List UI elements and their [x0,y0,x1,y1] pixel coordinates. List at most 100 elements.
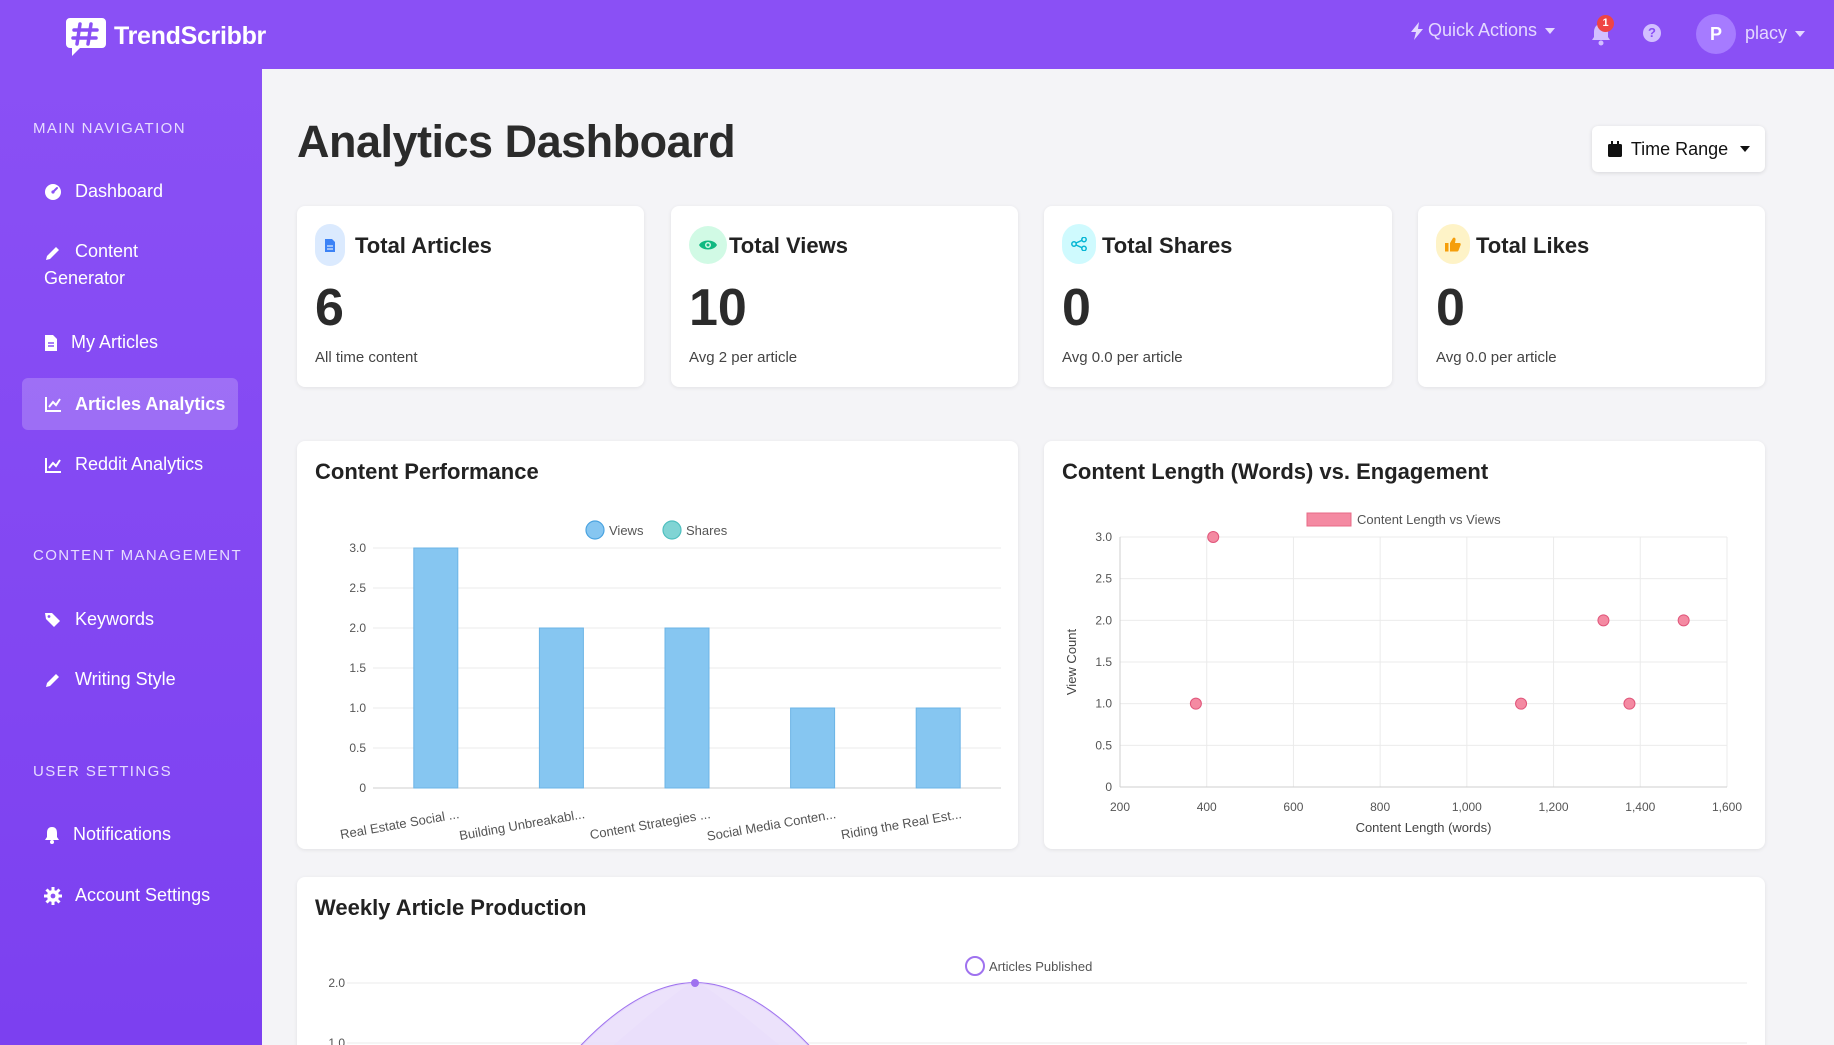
bar-views [790,707,836,789]
y-tick-label: 1.5 [349,661,366,675]
bell-icon [45,827,59,844]
section-title-content-management: CONTENT MANAGEMENT [33,547,243,564]
bar-views [538,627,584,789]
y-tick-label: 0.5 [1095,738,1112,752]
sidebar-item-label: Dashboard [75,181,164,201]
sidebar-item-articles-analytics[interactable]: Articles Analytics [22,378,238,430]
sidebar-item-account-settings[interactable]: Account Settings [22,885,238,906]
top-bar: TrendScribbr Quick Actions 1 ? P placy [0,0,1834,69]
y-tick-label: 2.5 [1095,572,1112,586]
y-tick-label: 0.5 [349,741,366,755]
legend-label-views: Views [609,523,644,538]
sidebar-item-notifications[interactable]: Notifications [22,824,238,845]
x-tick-label: 1,000 [1452,800,1482,814]
stat-subtext: Avg 0.0 per article [1062,349,1183,366]
tags-icon [45,613,60,627]
x-tick-label: 200 [1110,800,1130,814]
y-tick-label: 1.0 [349,701,366,715]
page-title: Analytics Dashboard [297,116,736,167]
legend-swatch [1306,512,1352,527]
bolt-icon [1411,21,1423,40]
y-tick-label: 3.0 [349,541,366,555]
content-length-engagement-card: Content Length (Words) vs. Engagement Co… [1044,441,1765,849]
y-tick-label: 3.0 [1095,530,1112,544]
bar-views [664,627,710,789]
sidebar-item-dashboard[interactable]: Dashboard [22,181,238,202]
time-range-dropdown[interactable]: Time Range [1592,126,1765,172]
stat-icon-wrapper [1062,224,1096,264]
stat-card-total-views: Total Views 10 Avg 2 per article [671,206,1018,387]
share-icon [1071,237,1087,251]
sidebar-item-label: My Articles [71,332,159,352]
y-axis-label: View Count [1064,628,1079,695]
weekly-production-chart: Articles Published 2.0 1.0 [328,956,1747,1045]
stat-subtext: Avg 2 per article [689,349,798,366]
sidebar-item-label: Reddit Analytics [75,454,204,474]
stat-value: 6 [315,279,344,337]
stat-label: Total Shares [1102,233,1233,258]
dashboard-icon [45,184,61,200]
chart-line-icon [45,397,61,412]
stat-icon-wrapper [1436,224,1470,264]
eye-icon [699,240,717,250]
gear-icon [44,887,62,905]
x-tick-label: 400 [1197,800,1217,814]
username: placy [1745,23,1788,43]
help-icon[interactable]: ? [1643,24,1661,42]
bar-views [915,707,961,789]
sidebar-item-keywords[interactable]: Keywords [22,609,238,630]
notification-badge: 1 [1597,15,1614,32]
document-icon [325,238,335,252]
document-icon [45,335,57,351]
quick-actions-dropdown[interactable]: Quick Actions [1410,20,1556,41]
calendar-icon [1607,140,1622,157]
sidebar-item-label-line2: Generator [44,268,126,288]
user-menu[interactable]: placy [1745,23,1806,44]
y-tick-label: 2.0 [349,621,366,635]
content-performance-card: Content Performance Views Shares 0 0.5 1.0 1.… [297,441,1018,849]
legend-label: Content Length vs Views [1357,512,1501,527]
legend-swatch-shares [662,520,682,540]
y-tick-label: 1.0 [1095,697,1112,711]
sidebar-item-writing-style[interactable]: Writing Style [22,669,238,690]
sidebar-item-label: Articles Analytics [75,393,226,414]
x-axis-label: Content Length (words) [1356,820,1492,835]
pencil-icon [46,674,59,687]
y-tick-label: 1.0 [328,1036,345,1045]
bar-views [413,547,459,789]
x-tick-label: Riding the Real Est... [840,806,963,842]
pencil-icon [46,247,59,260]
y-tick-label: 2.0 [328,976,345,990]
section-title-user-settings: USER SETTINGS [33,763,173,780]
app-logo[interactable]: TrendScribbr [64,14,266,58]
content-performance-chart: Views Shares 0 0.5 1.0 1.5 2.0 2.5 3.0 Real Estat… [339,520,1001,844]
stat-value: 10 [689,279,747,337]
legend-label-shares: Shares [686,523,728,538]
chart-title: Weekly Article Production [315,895,587,920]
thumbs-up-icon [1445,237,1461,251]
x-tick-label: Real Estate Social ... [339,806,460,842]
x-tick-label: 1,200 [1539,800,1569,814]
stat-label: Total Articles [355,233,492,258]
avatar[interactable]: P [1696,14,1736,54]
sidebar-item-content-generator[interactable]: Content Generator [22,241,238,292]
stat-icon-wrapper [315,224,345,266]
x-tick-label: 1,400 [1625,800,1655,814]
y-tick-label: 2.5 [349,581,366,595]
sidebar-item-label: Account Settings [75,885,211,905]
x-tick-label: 800 [1370,800,1390,814]
scatter-point [1207,531,1220,543]
y-tick-label: 2.0 [1095,613,1112,627]
scatter-point [1677,614,1690,627]
x-tick-label: 600 [1283,800,1303,814]
stat-value: 0 [1436,279,1465,337]
y-tick-label: 0 [1105,780,1112,794]
sidebar-item-reddit-analytics[interactable]: Reddit Analytics [22,454,238,475]
stat-card-total-likes: Total Likes 0 Avg 0.0 per article [1418,206,1765,387]
y-tick-label: 1.5 [1095,655,1112,669]
sidebar-item-my-articles[interactable]: My Articles [22,332,238,353]
area-shade [581,983,809,1045]
chevron-down-icon [1545,27,1556,34]
legend-swatch-articles-published [965,956,985,976]
stat-label: Total Views [729,233,849,258]
